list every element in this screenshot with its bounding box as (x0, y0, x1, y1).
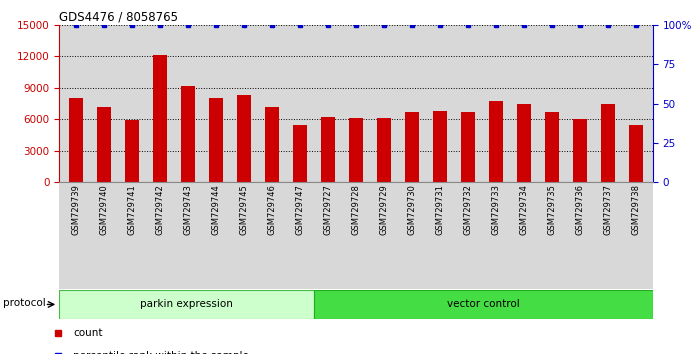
Bar (517, 104, 531, 182)
Bar (573, 119, 587, 182)
Text: GSM729729: GSM729729 (380, 184, 389, 235)
Text: GSM729735: GSM729735 (547, 184, 556, 235)
Bar (237, 95, 251, 182)
Text: GSM729744: GSM729744 (211, 184, 221, 235)
Text: count: count (73, 328, 103, 338)
Bar (349, 118, 363, 182)
Text: GSM729746: GSM729746 (267, 184, 276, 235)
Bar (629, 125, 643, 182)
Text: protocol: protocol (3, 298, 45, 308)
Text: GSM729743: GSM729743 (184, 184, 193, 235)
Text: GSM729730: GSM729730 (408, 184, 417, 235)
Text: GSM729739: GSM729739 (72, 184, 81, 235)
Bar (405, 112, 419, 182)
Text: GSM729733: GSM729733 (491, 184, 500, 235)
Bar (601, 104, 615, 182)
Text: GSM729745: GSM729745 (239, 184, 248, 235)
Text: GSM729747: GSM729747 (295, 184, 304, 235)
Bar (545, 112, 559, 182)
Bar (293, 125, 307, 182)
Bar (321, 117, 335, 182)
Text: GSM729737: GSM729737 (603, 184, 612, 235)
Bar (97, 107, 111, 182)
Bar (181, 86, 195, 182)
Bar (433, 111, 447, 182)
Text: GSM729740: GSM729740 (100, 184, 109, 235)
Bar (125, 120, 139, 182)
Text: parkin expression: parkin expression (140, 299, 233, 309)
Text: GSM729731: GSM729731 (436, 184, 445, 235)
Bar (69, 98, 83, 182)
Text: GSM729741: GSM729741 (128, 184, 137, 235)
Text: percentile rank within the sample: percentile rank within the sample (73, 351, 249, 354)
Text: GSM729734: GSM729734 (519, 184, 528, 235)
Text: GSM729728: GSM729728 (352, 184, 360, 235)
Text: GSM729738: GSM729738 (631, 184, 640, 235)
Bar (377, 118, 391, 182)
Bar (461, 112, 475, 182)
Text: GDS4476 / 8058765: GDS4476 / 8058765 (59, 11, 178, 24)
Bar (209, 98, 223, 182)
Text: vector control: vector control (447, 299, 519, 309)
Bar (313, 290, 653, 319)
Text: GSM729727: GSM729727 (323, 184, 332, 235)
Bar (265, 107, 279, 182)
Bar (153, 55, 167, 182)
Bar (59, 290, 313, 319)
Text: GSM729742: GSM729742 (156, 184, 165, 235)
Text: GSM729736: GSM729736 (575, 184, 584, 235)
Bar (489, 102, 503, 182)
Text: GSM729732: GSM729732 (463, 184, 473, 235)
